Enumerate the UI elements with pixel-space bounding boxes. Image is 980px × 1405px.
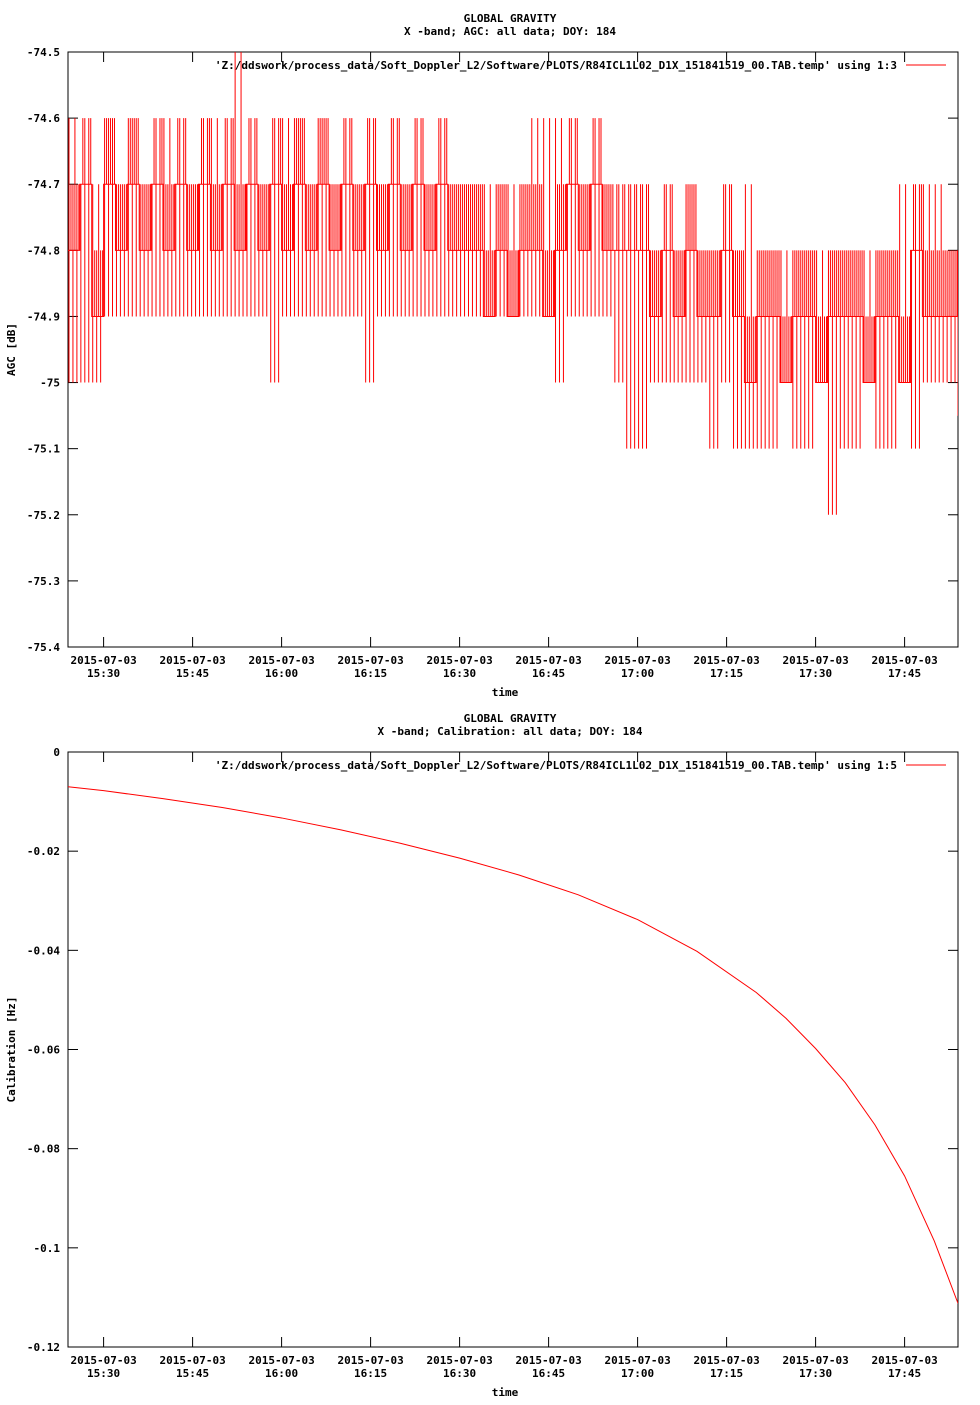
x-tick-time-label: 15:30 bbox=[87, 667, 120, 680]
x-tick-date-label: 2015-07-03 bbox=[426, 654, 492, 667]
x-tick-time-label: 16:15 bbox=[354, 667, 387, 680]
x-tick-time-label: 15:45 bbox=[176, 1367, 209, 1380]
x-tick-date-label: 2015-07-03 bbox=[515, 1354, 581, 1367]
y-tick-label: -0.04 bbox=[27, 944, 60, 957]
y-tick-label: -75.2 bbox=[27, 509, 60, 522]
x-axis-label: time bbox=[492, 1386, 519, 1399]
y-axis-label: Calibration [Hz] bbox=[5, 997, 18, 1103]
x-tick-date-label: 2015-07-03 bbox=[159, 654, 225, 667]
y-tick-label: -75.1 bbox=[27, 443, 60, 456]
legend-label: 'Z:/ddswork/process_data/Soft_Doppler_L2… bbox=[215, 759, 897, 772]
y-tick-label: -74.5 bbox=[27, 46, 60, 59]
x-tick-date-label: 2015-07-03 bbox=[693, 654, 759, 667]
x-tick-time-label: 17:30 bbox=[799, 1367, 832, 1380]
x-tick-date-label: 2015-07-03 bbox=[337, 654, 403, 667]
y-tick-label: -75 bbox=[40, 377, 60, 390]
y-tick-label: -0.02 bbox=[27, 845, 60, 858]
series-group bbox=[68, 52, 958, 515]
agc-series-line bbox=[68, 183, 958, 384]
x-tick-date-label: 2015-07-03 bbox=[426, 1354, 492, 1367]
series-group bbox=[68, 786, 958, 1304]
y-tick-label: 0 bbox=[53, 746, 60, 759]
x-tick-time-label: 17:00 bbox=[621, 667, 654, 680]
y-tick-label: -75.4 bbox=[27, 641, 60, 654]
y-tick-label: -75.3 bbox=[27, 575, 60, 588]
x-tick-date-label: 2015-07-03 bbox=[248, 1354, 314, 1367]
x-tick-time-label: 15:30 bbox=[87, 1367, 120, 1380]
x-tick-time-label: 17:45 bbox=[888, 1367, 921, 1380]
x-tick-date-label: 2015-07-03 bbox=[604, 1354, 670, 1367]
y-axis-label: AGC [dB] bbox=[5, 323, 18, 376]
x-tick-date-label: 2015-07-03 bbox=[159, 1354, 225, 1367]
calibration-series-line bbox=[68, 786, 958, 1304]
x-tick-date-label: 2015-07-03 bbox=[515, 654, 581, 667]
y-tick-label: -0.12 bbox=[27, 1341, 60, 1354]
x-tick-time-label: 16:30 bbox=[443, 1367, 476, 1380]
y-tick-label: -74.9 bbox=[27, 310, 60, 323]
x-tick-time-label: 17:15 bbox=[710, 1367, 743, 1380]
x-tick-time-label: 17:15 bbox=[710, 667, 743, 680]
x-tick-date-label: 2015-07-03 bbox=[604, 654, 670, 667]
x-tick-time-label: 16:00 bbox=[265, 667, 298, 680]
x-tick-date-label: 2015-07-03 bbox=[70, 654, 136, 667]
chart-subtitle: X -band; Calibration: all data; DOY: 184 bbox=[378, 725, 643, 738]
chart-title: GLOBAL GRAVITY bbox=[464, 712, 557, 725]
chart-title: GLOBAL GRAVITY bbox=[464, 12, 557, 25]
x-tick-time-label: 16:00 bbox=[265, 1367, 298, 1380]
x-tick-time-label: 17:00 bbox=[621, 1367, 654, 1380]
x-tick-time-label: 16:30 bbox=[443, 667, 476, 680]
x-tick-time-label: 17:45 bbox=[888, 667, 921, 680]
x-tick-time-label: 16:45 bbox=[532, 667, 565, 680]
x-tick-date-label: 2015-07-03 bbox=[248, 654, 314, 667]
x-tick-date-label: 2015-07-03 bbox=[337, 1354, 403, 1367]
y-tick-label: -0.06 bbox=[27, 1044, 60, 1057]
x-tick-time-label: 16:15 bbox=[354, 1367, 387, 1380]
y-tick-label: -74.7 bbox=[27, 178, 60, 191]
y-tick-label: -74.6 bbox=[27, 112, 60, 125]
y-tick-label: -74.8 bbox=[27, 244, 60, 257]
x-tick-date-label: 2015-07-03 bbox=[782, 654, 848, 667]
y-tick-label: -0.1 bbox=[34, 1242, 61, 1255]
x-tick-date-label: 2015-07-03 bbox=[871, 654, 937, 667]
x-tick-date-label: 2015-07-03 bbox=[782, 1354, 848, 1367]
chart-subtitle: X -band; AGC: all data; DOY: 184 bbox=[404, 25, 616, 38]
x-tick-time-label: 16:45 bbox=[532, 1367, 565, 1380]
x-axis-label: time bbox=[492, 686, 519, 699]
x-tick-time-label: 15:45 bbox=[176, 667, 209, 680]
legend-label: 'Z:/ddswork/process_data/Soft_Doppler_L2… bbox=[215, 59, 897, 72]
x-tick-date-label: 2015-07-03 bbox=[871, 1354, 937, 1367]
x-tick-time-label: 17:30 bbox=[799, 667, 832, 680]
x-tick-date-label: 2015-07-03 bbox=[70, 1354, 136, 1367]
y-tick-label: -0.08 bbox=[27, 1143, 60, 1156]
x-tick-date-label: 2015-07-03 bbox=[693, 1354, 759, 1367]
